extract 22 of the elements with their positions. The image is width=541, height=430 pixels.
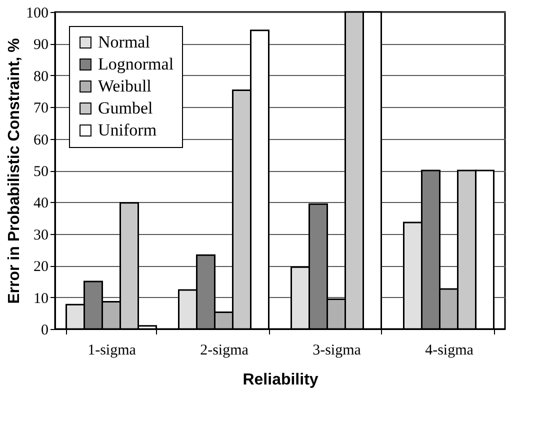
y-tick-label: 20 — [34, 259, 48, 276]
y-tick-label: 100 — [26, 6, 48, 22]
x-tick-label: 3-sigma — [312, 342, 362, 358]
y-tick-label: 50 — [34, 164, 48, 180]
legend-label: Lognormal — [98, 54, 174, 74]
y-tick-label: 60 — [34, 132, 48, 148]
y-tick-label: 40 — [34, 196, 48, 212]
y-tick-label: 30 — [34, 227, 48, 244]
y-tick-label: 80 — [34, 68, 48, 85]
y-axis-title: Error in Probabilistic Constraint, % — [6, 38, 23, 304]
x-tick-label: 2-sigma — [200, 342, 249, 358]
y-tick-label: 70 — [34, 100, 48, 117]
legend-label: Normal — [98, 32, 150, 52]
legend-label: Weibull — [98, 76, 152, 96]
y-tick-label: 10 — [34, 290, 48, 307]
y-tick-label: 90 — [34, 37, 48, 54]
y-tick-label: 0 — [41, 322, 48, 338]
x-axis-title: Reliability — [242, 372, 318, 388]
legend-label: Gumbel — [98, 98, 154, 118]
x-tick-label: 4-sigma — [425, 342, 474, 358]
legend-label: Uniform — [98, 120, 157, 140]
x-tick-label: 1-sigma — [88, 342, 136, 358]
